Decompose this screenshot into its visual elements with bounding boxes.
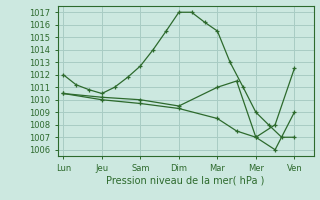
X-axis label: Pression niveau de la mer( hPa ): Pression niveau de la mer( hPa ) — [107, 175, 265, 185]
